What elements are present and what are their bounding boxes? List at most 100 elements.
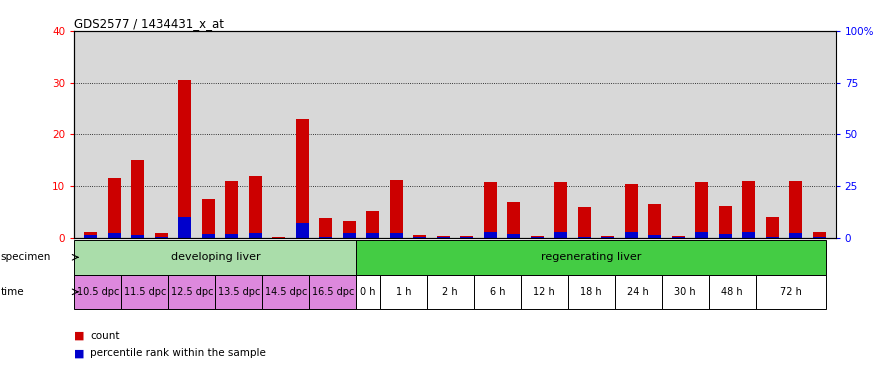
Bar	[296, 119, 309, 238]
Text: 6 h: 6 h	[489, 287, 505, 297]
Bar	[427, 275, 473, 309]
Text: 14.5 dpc: 14.5 dpc	[264, 287, 307, 297]
Text: percentile rank within the sample: percentile rank within the sample	[90, 348, 266, 358]
Bar	[625, 232, 638, 238]
Text: 12.5 dpc: 12.5 dpc	[171, 287, 214, 297]
Bar	[662, 275, 709, 309]
Bar	[756, 275, 826, 309]
Bar	[122, 275, 168, 309]
Bar	[343, 222, 356, 238]
Text: 12 h: 12 h	[534, 287, 555, 297]
Bar	[413, 235, 426, 238]
Bar	[343, 233, 356, 238]
Text: count: count	[90, 331, 120, 341]
Bar	[178, 80, 192, 238]
Text: 10.5 dpc: 10.5 dpc	[77, 287, 119, 297]
Bar	[168, 275, 215, 309]
Text: 1 h: 1 h	[396, 287, 411, 297]
Bar	[108, 233, 121, 238]
Bar	[272, 237, 285, 238]
Bar	[742, 181, 755, 238]
Bar	[262, 275, 310, 309]
Bar	[813, 232, 826, 238]
Bar	[648, 235, 662, 238]
Bar	[437, 237, 450, 238]
Bar	[226, 234, 238, 238]
Bar	[625, 184, 638, 238]
Text: 48 h: 48 h	[721, 287, 743, 297]
Bar	[672, 236, 684, 238]
Bar	[310, 275, 356, 309]
Bar	[578, 237, 591, 238]
Bar	[460, 237, 473, 238]
Bar	[202, 199, 214, 238]
Bar	[389, 233, 402, 238]
Bar	[484, 232, 497, 238]
Bar	[155, 233, 168, 238]
Bar	[413, 237, 426, 238]
Text: 0 h: 0 h	[360, 287, 376, 297]
Bar	[319, 218, 332, 238]
Bar	[554, 232, 567, 238]
Bar	[131, 161, 144, 238]
Bar	[789, 181, 802, 238]
Bar	[568, 275, 615, 309]
Text: time: time	[1, 287, 24, 297]
Bar	[380, 275, 427, 309]
Bar	[601, 237, 614, 238]
Bar	[155, 237, 168, 238]
Bar	[202, 234, 214, 238]
Text: developing liver: developing liver	[171, 252, 260, 262]
Bar	[84, 235, 97, 238]
Bar	[615, 275, 662, 309]
Text: 11.5 dpc: 11.5 dpc	[123, 287, 166, 297]
Bar	[766, 217, 779, 238]
Bar	[215, 275, 262, 309]
Bar	[437, 236, 450, 238]
Bar	[131, 235, 144, 238]
Text: ■: ■	[74, 331, 85, 341]
Bar	[473, 275, 521, 309]
Bar	[672, 237, 684, 238]
Bar	[248, 233, 262, 238]
Text: 18 h: 18 h	[580, 287, 602, 297]
Bar	[460, 236, 473, 238]
Bar	[74, 240, 356, 275]
Text: 72 h: 72 h	[780, 287, 802, 297]
Bar	[521, 275, 568, 309]
Bar	[718, 206, 732, 238]
Bar	[226, 181, 238, 238]
Bar	[367, 211, 379, 238]
Bar	[531, 236, 543, 238]
Bar	[554, 182, 567, 238]
Bar	[356, 240, 826, 275]
Text: 24 h: 24 h	[627, 287, 649, 297]
Bar	[789, 233, 802, 238]
Bar	[108, 179, 121, 238]
Bar	[296, 223, 309, 238]
Bar	[766, 237, 779, 238]
Bar	[742, 232, 755, 238]
Bar	[531, 237, 543, 238]
Bar	[709, 275, 756, 309]
Bar	[578, 207, 591, 238]
Bar	[74, 275, 122, 309]
Bar	[813, 237, 826, 238]
Bar	[601, 236, 614, 238]
Bar	[696, 232, 708, 238]
Text: regenerating liver: regenerating liver	[541, 252, 641, 262]
Bar	[648, 204, 662, 238]
Text: 2 h: 2 h	[443, 287, 458, 297]
Bar	[248, 176, 262, 238]
Bar	[319, 237, 332, 238]
Bar	[718, 234, 732, 238]
Bar	[696, 182, 708, 238]
Bar	[367, 233, 379, 238]
Bar	[507, 202, 521, 238]
Text: GDS2577 / 1434431_x_at: GDS2577 / 1434431_x_at	[74, 17, 224, 30]
Bar	[84, 232, 97, 238]
Bar	[178, 217, 192, 238]
Bar	[389, 180, 402, 238]
Text: 16.5 dpc: 16.5 dpc	[312, 287, 354, 297]
Text: specimen: specimen	[1, 252, 52, 262]
